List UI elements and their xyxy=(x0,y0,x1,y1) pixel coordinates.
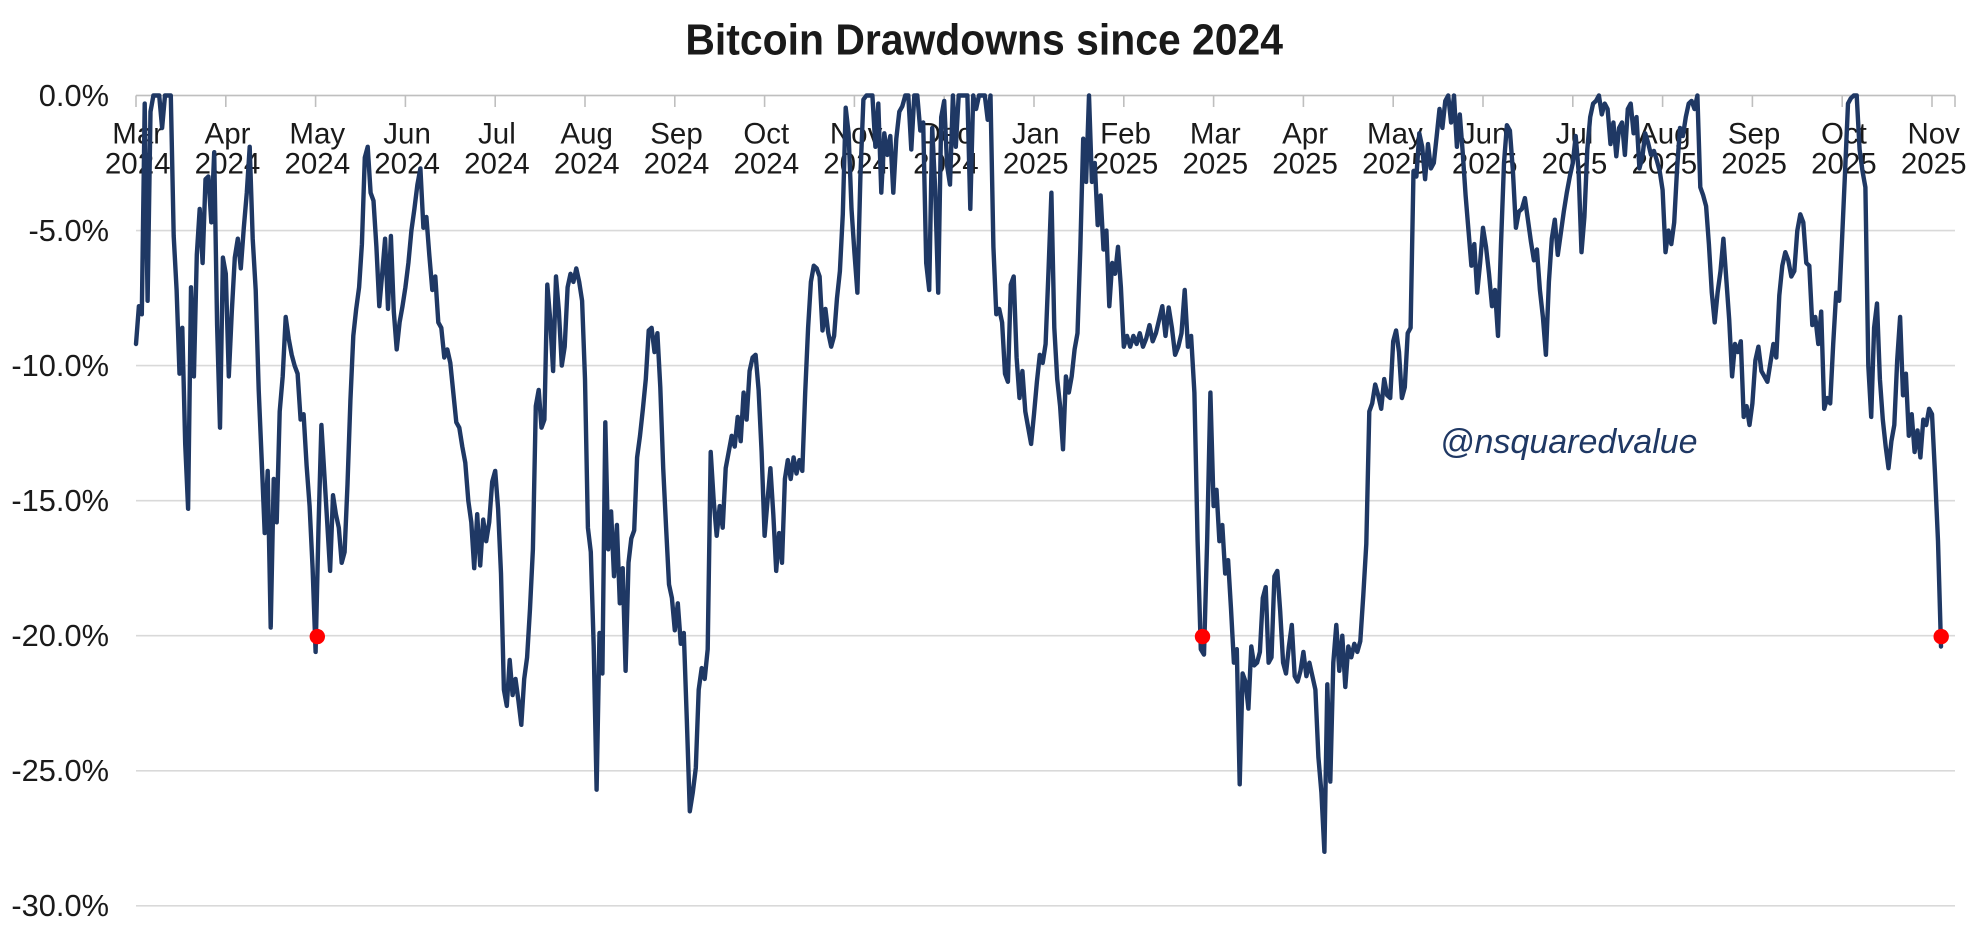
svg-text:@nsquaredvalue: @nsquaredvalue xyxy=(1440,423,1698,461)
svg-text:Mar: Mar xyxy=(112,118,163,151)
svg-text:Jun: Jun xyxy=(1461,118,1509,151)
svg-text:2025: 2025 xyxy=(1182,148,1248,181)
svg-text:2024: 2024 xyxy=(644,148,710,181)
svg-text:Apr: Apr xyxy=(1282,118,1328,151)
svg-text:Feb: Feb xyxy=(1100,118,1151,151)
svg-text:2025: 2025 xyxy=(1003,148,1069,181)
svg-text:Nov: Nov xyxy=(1907,118,1960,151)
svg-text:Jul: Jul xyxy=(478,118,516,151)
svg-text:Oct: Oct xyxy=(743,118,789,151)
svg-text:2024: 2024 xyxy=(554,148,620,181)
svg-text:-15.0%: -15.0% xyxy=(11,483,109,518)
svg-text:2024: 2024 xyxy=(374,148,440,181)
svg-text:-10.0%: -10.0% xyxy=(11,348,109,383)
svg-text:2024: 2024 xyxy=(733,148,799,181)
svg-text:-25.0%: -25.0% xyxy=(11,753,109,788)
svg-text:-30.0%: -30.0% xyxy=(11,888,109,923)
svg-text:May: May xyxy=(1367,118,1423,151)
svg-text:Jan: Jan xyxy=(1012,118,1060,151)
svg-text:0.0%: 0.0% xyxy=(39,78,109,113)
svg-text:Bitcoin Drawdowns since 2024: Bitcoin Drawdowns since 2024 xyxy=(685,15,1283,64)
svg-text:2025: 2025 xyxy=(1901,148,1967,181)
svg-text:2025: 2025 xyxy=(1093,148,1159,181)
svg-text:Mar: Mar xyxy=(1190,118,1241,151)
svg-text:May: May xyxy=(289,118,345,151)
svg-text:Sep: Sep xyxy=(1728,118,1781,151)
svg-text:Sep: Sep xyxy=(650,118,703,151)
svg-text:Aug: Aug xyxy=(560,118,613,151)
svg-text:2024: 2024 xyxy=(105,148,171,181)
svg-text:-20.0%: -20.0% xyxy=(11,618,109,653)
svg-text:2025: 2025 xyxy=(1272,148,1338,181)
svg-text:2024: 2024 xyxy=(284,148,350,181)
svg-text:-5.0%: -5.0% xyxy=(29,213,109,248)
svg-text:Jun: Jun xyxy=(383,118,431,151)
svg-text:Apr: Apr xyxy=(205,118,251,151)
svg-text:2025: 2025 xyxy=(1721,148,1787,181)
svg-text:2024: 2024 xyxy=(464,148,530,181)
